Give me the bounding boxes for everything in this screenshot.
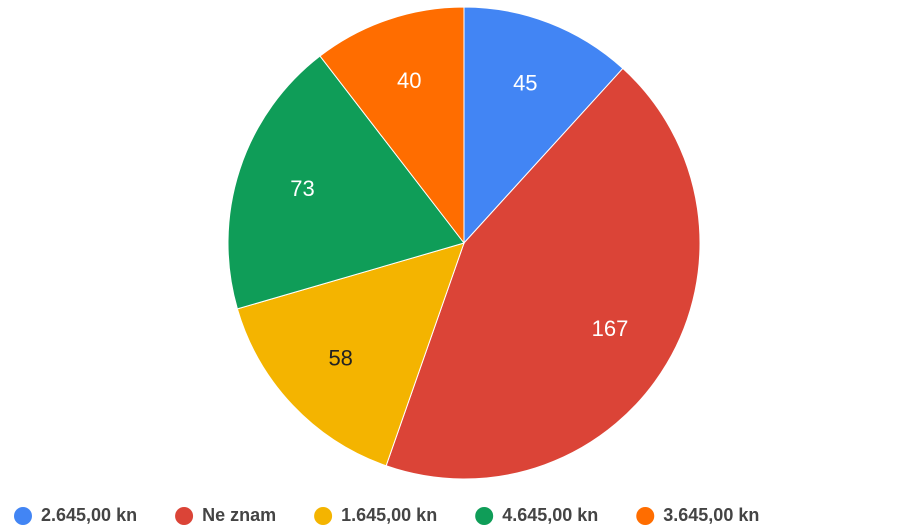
legend-marker xyxy=(475,507,494,525)
legend-marker xyxy=(14,507,32,525)
legend-label: 3.645,00 kn xyxy=(663,505,759,525)
slice-label: 167 xyxy=(592,316,629,341)
pie-slice xyxy=(227,55,465,310)
legend-label: 1.645,00 kn xyxy=(341,505,437,525)
legend-marker xyxy=(175,507,194,525)
slice-label: 73 xyxy=(290,176,314,201)
pie-slice xyxy=(236,242,465,467)
slice-label: 45 xyxy=(513,70,537,95)
legend-marker xyxy=(636,507,655,525)
legend-label: 2.645,00 kn xyxy=(41,505,137,525)
slice-label: 40 xyxy=(397,68,421,93)
pie-slice xyxy=(385,67,701,480)
pie-slice xyxy=(319,6,465,245)
pie-slice xyxy=(463,6,624,245)
slice-label: 58 xyxy=(328,346,352,371)
legend-marker xyxy=(314,507,333,525)
legend-label: Ne znam xyxy=(202,505,276,525)
legend-label: 4.645,00 kn xyxy=(502,505,598,525)
